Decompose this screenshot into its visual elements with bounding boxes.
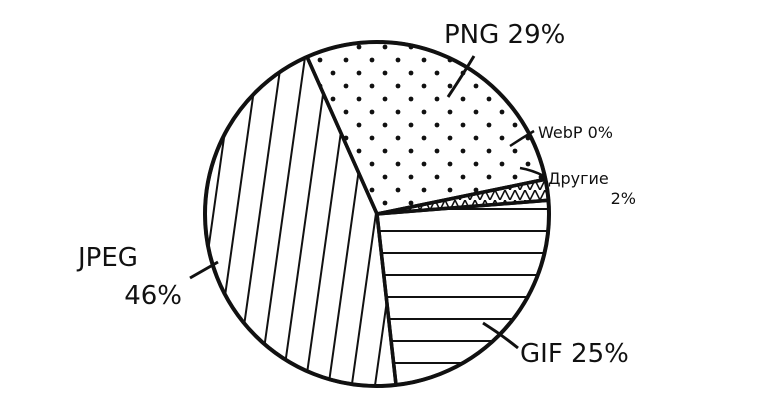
gif-label: GIF 25% <box>520 339 629 369</box>
other-value-label: 2% <box>611 189 636 208</box>
webp-label: WebP 0% <box>538 123 613 142</box>
pie-outline <box>203 40 551 388</box>
jpeg-label: JPEG <box>76 243 138 273</box>
other-leader-line <box>519 166 545 178</box>
png-leader-line <box>446 55 476 98</box>
jpeg-leader-line <box>189 260 219 280</box>
webp-leader-line <box>509 129 535 148</box>
other-label: Другие <box>548 169 609 188</box>
gif-leader-line <box>482 321 519 350</box>
jpeg-value-label: 46% <box>124 281 182 311</box>
png-label: PNG 29% <box>444 20 565 50</box>
